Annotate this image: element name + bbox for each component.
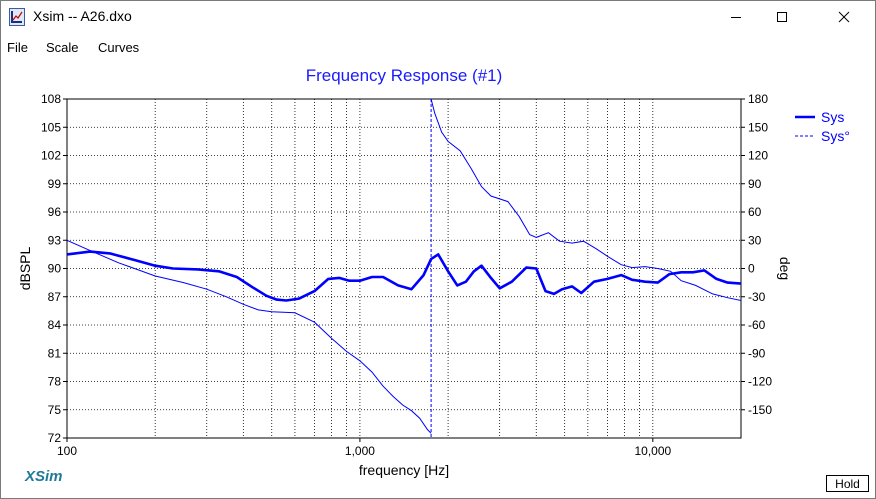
x-tick-label: 100 xyxy=(57,444,77,458)
y-tick-label: 78 xyxy=(48,375,62,389)
sys-magnitude-line xyxy=(67,250,741,302)
window-title: Xsim -- A26.dxo xyxy=(33,8,132,24)
x-tick-label: 10,000 xyxy=(634,444,671,458)
y2-axis-label: deg xyxy=(777,257,793,280)
y2-tick-label: 0 xyxy=(748,262,755,276)
menu-curves[interactable]: Curves xyxy=(98,40,140,55)
y-tick-label: 75 xyxy=(48,403,62,417)
x-axis-label: frequency [Hz] xyxy=(359,462,449,478)
y2-tick-label: -60 xyxy=(748,318,766,332)
legend-sys-label: Sys xyxy=(821,109,844,125)
app-icon xyxy=(9,8,25,26)
menu-bar: File Scale Curves xyxy=(1,36,875,58)
hold-button[interactable]: Hold xyxy=(826,475,869,492)
legend-sysphase-label: Sys° xyxy=(821,128,850,144)
y-tick-label: 90 xyxy=(48,262,62,276)
xsim-logo-text: XSim xyxy=(25,468,63,485)
y2-tick-label: -90 xyxy=(748,346,766,360)
plot-area: Frequency Response (#1) 108 105 102 99 96 93 90… xyxy=(1,61,875,498)
close-icon xyxy=(838,11,850,23)
chart-title: Frequency Response (#1) xyxy=(306,66,503,85)
y2-tick-label: 30 xyxy=(748,233,762,247)
menu-scale[interactable]: Scale xyxy=(46,40,79,55)
y2-tick-label: -120 xyxy=(748,375,772,389)
sys-phase-line xyxy=(67,99,741,434)
menu-file[interactable]: File xyxy=(7,40,28,55)
y2-tick-label: 180 xyxy=(748,92,768,106)
y-tick-label: 102 xyxy=(41,149,61,163)
y-tick-label: 81 xyxy=(48,346,62,360)
maximize-button[interactable] xyxy=(759,1,805,33)
y-tick-label: 72 xyxy=(48,431,62,445)
y2-tick-label: 90 xyxy=(748,177,762,191)
y-axis-label: dBSPL xyxy=(17,246,33,290)
y-tick-label: 84 xyxy=(48,318,62,332)
title-bar[interactable]: Xsim -- A26.dxo xyxy=(1,1,875,33)
y-tick-label: 108 xyxy=(41,92,61,106)
minimize-button[interactable] xyxy=(713,1,759,33)
y2-tick-label: -150 xyxy=(748,403,772,417)
close-button[interactable] xyxy=(821,1,867,33)
y2-tick-label: 150 xyxy=(748,120,768,134)
y2-tick-label: 120 xyxy=(748,149,768,163)
y2-tick-label: 60 xyxy=(748,205,762,219)
maximize-icon xyxy=(777,12,787,22)
minimize-icon xyxy=(731,17,741,18)
y-tick-label: 87 xyxy=(48,290,62,304)
y2-tick-label: -30 xyxy=(748,290,766,304)
frequency-response-chart: Frequency Response (#1) 108 105 102 99 96 93 90… xyxy=(17,66,850,478)
x-tick-label: 1,000 xyxy=(345,444,375,458)
y-tick-label: 93 xyxy=(48,233,62,247)
y-tick-label: 99 xyxy=(48,177,62,191)
y-tick-label: 105 xyxy=(41,120,61,134)
y-tick-label: 96 xyxy=(48,205,62,219)
